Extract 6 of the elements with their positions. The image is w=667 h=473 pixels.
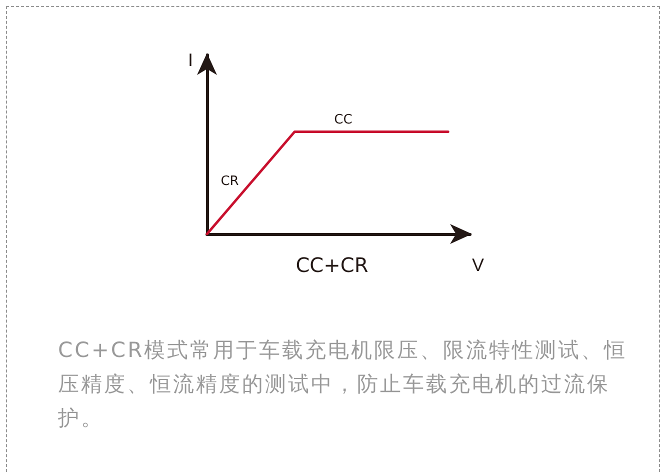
text: CC+CR模式常用于车载充电机限压、限流特性测试、恒压精度、恒流精度的测试中，防止车载充电机的过流保护。	[58, 337, 628, 432]
text: CC+CR	[296, 253, 368, 277]
annotation: CR	[220, 174, 239, 189]
x-axis-title: V	[472, 255, 484, 275]
y-axis-title: I	[188, 50, 193, 70]
text: CC	[334, 112, 352, 128]
